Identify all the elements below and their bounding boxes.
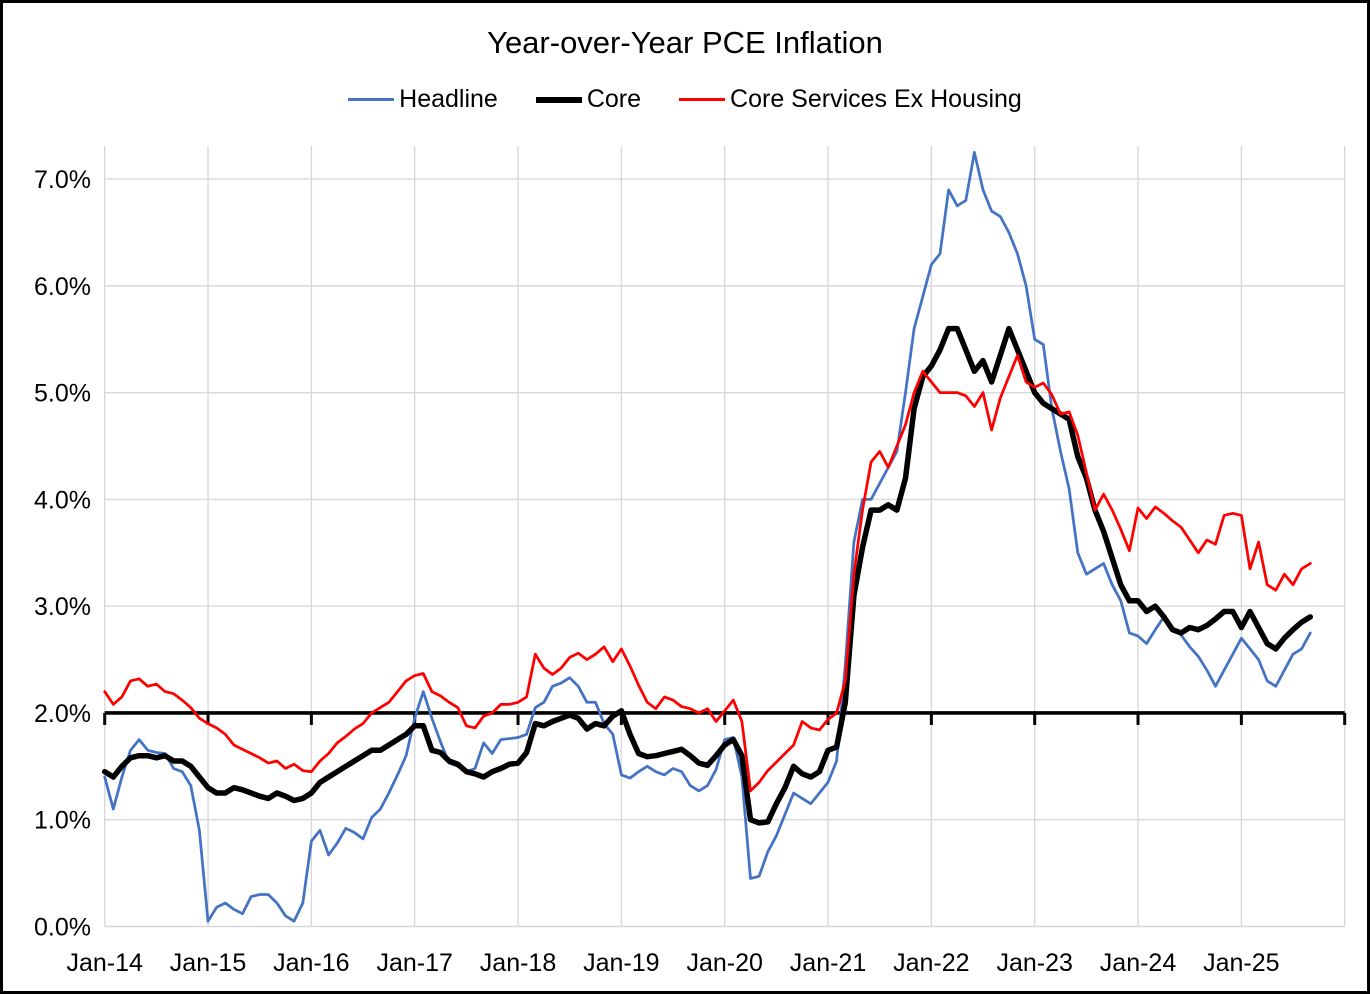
x-tick-label: Jan-16 <box>273 949 349 977</box>
series-line-core <box>101 325 1314 826</box>
y-tick-label: 7.0% <box>34 166 91 194</box>
x-tick-label: Jan-17 <box>376 949 452 977</box>
y-tick-label: 1.0% <box>34 807 91 835</box>
gridlines <box>103 146 1346 928</box>
legend-label-core-services: Core Services Ex Housing <box>730 85 1022 113</box>
series-line-headline <box>103 151 1312 923</box>
legend-label-headline: Headline <box>399 85 498 113</box>
reference-axis-2pct <box>103 711 1347 725</box>
x-tick-label: Jan-18 <box>480 949 556 977</box>
y-tick-label: 6.0% <box>34 273 91 301</box>
legend-item-headline: Headline <box>348 85 498 114</box>
x-tick-label: Jan-19 <box>583 949 659 977</box>
legend-item-core-services: Core Services Ex Housing <box>679 85 1022 114</box>
legend: Headline Core Core Services Ex Housing <box>3 85 1367 114</box>
legend-item-core: Core <box>535 85 642 114</box>
legend-label-core: Core <box>586 85 642 113</box>
y-tick-label: 3.0% <box>34 593 91 621</box>
y-tick-label: 2.0% <box>34 700 91 728</box>
chart-title: Year-over-Year PCE Inflation <box>487 25 883 60</box>
core-services-line-swatch-icon <box>679 98 726 101</box>
x-tick-label: Jan-14 <box>66 949 143 977</box>
plot-area: 0.0%1.0%2.0%3.0%4.0%5.0%6.0%7.0%Jan-14 Ja… <box>34 146 1347 977</box>
x-tick-label: Jan-15 <box>170 949 246 977</box>
x-tick-label: Jan-25 <box>1203 949 1279 977</box>
headline-line-swatch-icon <box>348 98 395 101</box>
x-tick-label: Jan-22 <box>893 949 969 977</box>
y-tick-label: 5.0% <box>34 380 91 408</box>
x-tick-label: Jan-21 <box>790 949 866 977</box>
x-tick-label: Jan-20 <box>686 949 762 977</box>
x-tick-label: Jan-24 <box>1100 949 1177 977</box>
series-line-core-services-ex-housing <box>103 353 1312 793</box>
y-tick-label: 0.0% <box>34 914 91 942</box>
x-tick-label: Jan-23 <box>996 949 1072 977</box>
y-axis-labels: 0.0% 1.0% 2.0% 3.0% 4.0% 5.0% 6.0% 7.0% <box>34 166 91 941</box>
y-tick-label: 4.0% <box>34 486 91 514</box>
x-axis-labels: Jan-14 Jan-15 Jan-16 Jan-17 Jan-18 Jan-19 Jan-… <box>66 949 1279 977</box>
core-line-swatch-icon <box>535 96 582 103</box>
